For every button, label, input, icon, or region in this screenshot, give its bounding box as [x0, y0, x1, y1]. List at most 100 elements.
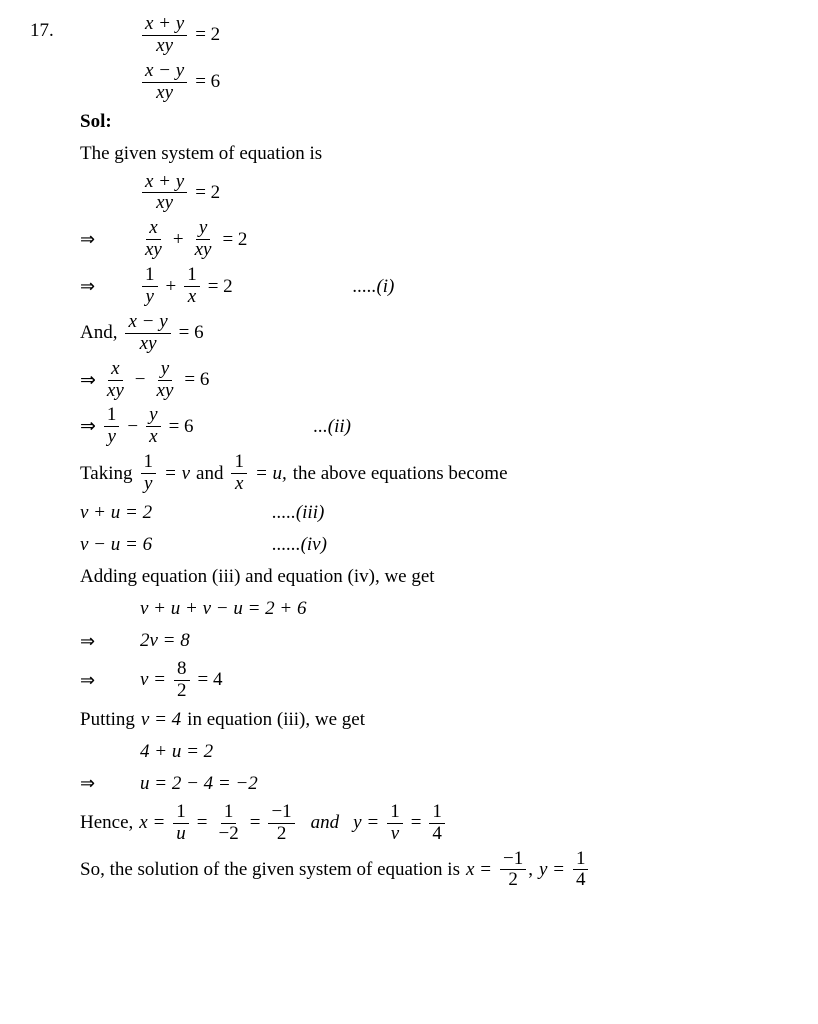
taking-pre: Taking [80, 463, 133, 485]
adding-text: Adding equation (iii) and equation (iv),… [80, 563, 788, 591]
sol-label: Sol: [80, 108, 788, 136]
final-comma: , [528, 859, 533, 881]
step-eq1b: ⇒ xxy + yxy = 2 [80, 218, 788, 261]
siii-lhs: v + u = 2 [80, 502, 152, 524]
eq-tag-i: .....(i) [353, 276, 395, 298]
s2c-t2n: y [146, 405, 160, 427]
hence-x: x = [139, 812, 165, 834]
h-f4n: 1 [387, 802, 403, 824]
add2: ⇒ 2v = 8 [80, 627, 788, 655]
s1b-t2d: xy [192, 240, 215, 261]
add1: v + u + v − u = 2 + 6 [80, 595, 788, 623]
put-post: in equation (iii), we get [187, 709, 365, 731]
s1b-rhs: = 2 [222, 229, 247, 251]
f-f2d: 4 [573, 870, 589, 891]
final-x: x = [466, 859, 492, 881]
add3-den: 2 [174, 681, 190, 702]
tk-eq2: = u, [255, 463, 287, 485]
s2c-t1d: y [104, 427, 118, 448]
tk-post: the above equations become [293, 463, 508, 485]
h-eq2: = [250, 812, 261, 834]
s2c-t1n: 1 [104, 405, 120, 427]
taking-line: Taking 1y = v and 1x = u, the above equa… [80, 452, 788, 495]
h-y: y = [353, 812, 379, 834]
h-eq1: = [197, 812, 208, 834]
add3: ⇒ v = 82 = 4 [80, 659, 788, 702]
s2-den: xy [137, 334, 160, 355]
putting-line: Putting v = 4 in equation (iii), we get [80, 706, 788, 734]
s1b-plus: + [173, 229, 184, 251]
h-f3d: 2 [274, 824, 290, 845]
s1-num: x + y [142, 172, 187, 194]
question-number: 17. [30, 10, 80, 42]
s1c-rhs: = 2 [208, 276, 233, 298]
h-f1n: 1 [173, 802, 189, 824]
final-pre: So, the solution of the given system of … [80, 859, 460, 881]
step-iii: v + u = 2 .....(iii) [80, 499, 788, 527]
h-f5d: 4 [429, 824, 445, 845]
step-eq2c: ⇒ 1y − yx = 6 ...(ii) [80, 405, 788, 448]
f-f1d: 2 [505, 870, 521, 891]
s1c-t2d: x [185, 287, 199, 308]
eq2-rhs: = 6 [195, 71, 220, 93]
tk-f1d: y [141, 474, 155, 495]
s2b-minus: − [135, 369, 146, 391]
tk-and: and [196, 463, 223, 485]
f-f2n: 1 [573, 849, 589, 871]
h-f2n: 1 [221, 802, 237, 824]
final-y: y = [539, 859, 565, 881]
add3-num: 8 [174, 659, 190, 681]
implies-icon: ⇒ [80, 369, 96, 392]
s1b-t2n: y [196, 218, 210, 240]
hence-pre: Hence, [80, 812, 133, 834]
problem-eq1: x + y xy = 2 [80, 14, 788, 57]
implies-icon: ⇒ [80, 670, 140, 691]
final-line: So, the solution of the given system of … [80, 849, 788, 892]
s2-rhs: = 6 [179, 322, 204, 344]
solution-body: x + y xy = 2 x − y xy = 6 Sol: The given… [80, 10, 788, 895]
h-eq3: = [411, 812, 422, 834]
eq2-num: x − y [142, 61, 187, 83]
step-iv: v − u = 6 ......(iv) [80, 531, 788, 559]
eq1-den: xy [153, 36, 176, 57]
h-f4d: v [388, 824, 402, 845]
eq-tag-iii: .....(iii) [272, 502, 324, 524]
s2b-rhs: = 6 [184, 369, 209, 391]
h-f3n: −1 [268, 802, 294, 824]
siv-lhs: v − u = 6 [80, 534, 152, 556]
s2c-rhs: = 6 [169, 416, 194, 438]
add3-pre: v = [140, 669, 166, 691]
s2b-t1d: xy [104, 381, 127, 402]
h-f5n: 1 [429, 802, 445, 824]
s2c-t2d: x [146, 427, 160, 448]
s1b-t1n: x [146, 218, 160, 240]
f-f1n: −1 [500, 849, 526, 871]
tk-f2n: 1 [231, 452, 247, 474]
implies-icon: ⇒ [80, 773, 140, 794]
s2c-minus: − [127, 416, 138, 438]
put1: 4 + u = 2 [80, 738, 788, 766]
implies-icon: ⇒ [80, 229, 140, 250]
intro-text: The given system of equation is [80, 140, 788, 168]
implies-icon: ⇒ [80, 276, 140, 297]
s1b-t1d: xy [142, 240, 165, 261]
s1c-plus: + [166, 276, 177, 298]
s1c-t1n: 1 [142, 265, 158, 287]
eq-tag-iv: ......(iv) [272, 534, 327, 556]
h-f2d: −2 [216, 824, 242, 845]
and-text: And, [80, 322, 117, 344]
tk-f2d: x [232, 474, 246, 495]
s2b-t2n: y [158, 359, 172, 381]
and-line: And, x − yxy = 6 [80, 312, 788, 355]
put2: ⇒ u = 2 − 4 = −2 [80, 770, 788, 798]
step-eq1: x + y xy = 2 [80, 172, 788, 215]
implies-icon: ⇒ [80, 415, 96, 438]
eq1-num: x + y [142, 14, 187, 36]
s2b-t1n: x [108, 359, 122, 381]
step-eq1c: ⇒ 1y + 1x = 2 .....(i) [80, 265, 788, 308]
h-and: and [311, 812, 340, 834]
put-mid: v = 4 [141, 709, 181, 731]
problem-eq2: x − y xy = 6 [80, 61, 788, 104]
add3-post: = 4 [198, 669, 223, 691]
put-pre: Putting [80, 709, 135, 731]
